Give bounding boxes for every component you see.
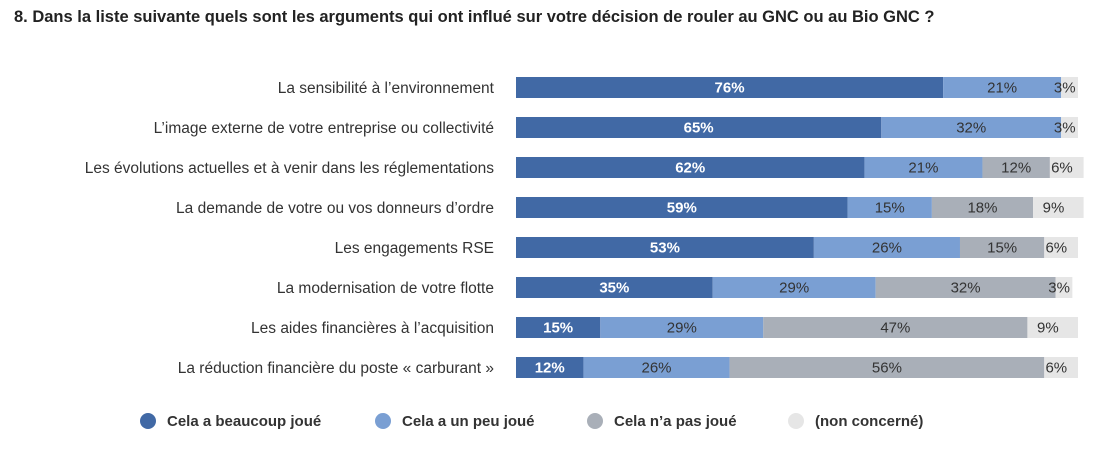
data-label: 6% [1051,160,1073,177]
data-label: 15% [875,200,905,217]
legend-label: (non concerné) [815,413,923,430]
legend-label: Cela a un peu joué [402,413,535,430]
bar-segment [763,317,1028,338]
legend-swatch [375,413,391,429]
legend-label: Cela a beaucoup joué [167,413,321,430]
bar-segment [516,237,814,258]
bar-segment [516,117,882,138]
bar-segment [516,197,848,218]
data-label: 29% [667,320,697,337]
bar-segment [931,197,1034,218]
bar-segment [982,157,1050,178]
bar-segment [1061,77,1078,98]
data-label: 15% [543,320,573,337]
data-label: 15% [987,240,1017,257]
chart-title: 8. Dans la liste suivante quels sont les… [14,8,935,26]
bar-segment [516,77,944,98]
bar-segment [1027,317,1078,338]
data-label: 76% [715,80,745,97]
bar-segment [813,237,960,258]
category-label: La modernisation de votre flotte [277,280,494,297]
data-label: 12% [1001,160,1031,177]
data-label: 29% [779,280,809,297]
data-label: 65% [684,120,714,137]
bars-layer: La sensibilité à l’environnement 76% 21% 3%… [85,77,1084,378]
legend-swatch [587,413,603,429]
legend-swatch [788,413,804,429]
category-label: La demande de votre ou vos donneurs d’or… [176,200,494,217]
category-label: Les aides financières à l’acquisition [251,320,494,337]
category-label: La réduction financière du poste « carbu… [178,360,494,377]
legend-label: Cela n’a pas joué [614,413,737,430]
data-label: 3% [1054,80,1076,97]
bar-segment [959,237,1045,258]
data-label: 59% [667,200,697,217]
data-label: 9% [1037,320,1059,337]
data-label: 21% [987,80,1017,97]
bar-segment [516,317,601,338]
data-label: 56% [872,360,902,377]
bar-segment [847,197,932,218]
bar-segment [516,157,865,178]
data-label: 9% [1043,200,1065,217]
data-label: 12% [535,360,565,377]
data-label: 26% [872,240,902,257]
data-label: 47% [880,320,910,337]
bar-segment [729,357,1045,378]
bar-segment [881,117,1062,138]
bar-segment [1061,117,1078,138]
data-label: 62% [675,160,705,177]
bar-segment [1055,277,1073,298]
legend: Cela a beaucoup joué Cela a un peu joué Ce… [140,413,923,430]
category-label: Les évolutions actuelles et à venir dans… [85,160,495,177]
bar-segment [864,157,983,178]
data-label: 32% [951,280,981,297]
data-label: 6% [1045,240,1067,257]
data-label: 32% [956,120,986,137]
bar-segment [1033,197,1084,218]
data-label: 6% [1045,360,1067,377]
data-label: 3% [1054,120,1076,137]
bar-segment [583,357,730,378]
data-label: 3% [1048,280,1070,297]
bar-segment [875,277,1056,298]
bar-segment [516,277,713,298]
data-label: 53% [650,240,680,257]
data-label: 26% [641,360,671,377]
category-label: Les engagements RSE [335,240,494,257]
data-label: 18% [967,200,997,217]
bar-segment [600,317,764,338]
bar-segment [1049,157,1084,178]
category-label: La sensibilité à l’environnement [278,80,495,97]
data-label: 21% [908,160,938,177]
bar-segment [516,357,584,378]
bar-segment [943,77,1062,98]
bar-segment [1044,237,1078,258]
data-label: 35% [599,280,629,297]
category-label: L’image externe de votre entreprise ou c… [154,120,494,137]
legend-swatch [140,413,156,429]
bar-segment [712,277,876,298]
bar-segment [1044,357,1078,378]
